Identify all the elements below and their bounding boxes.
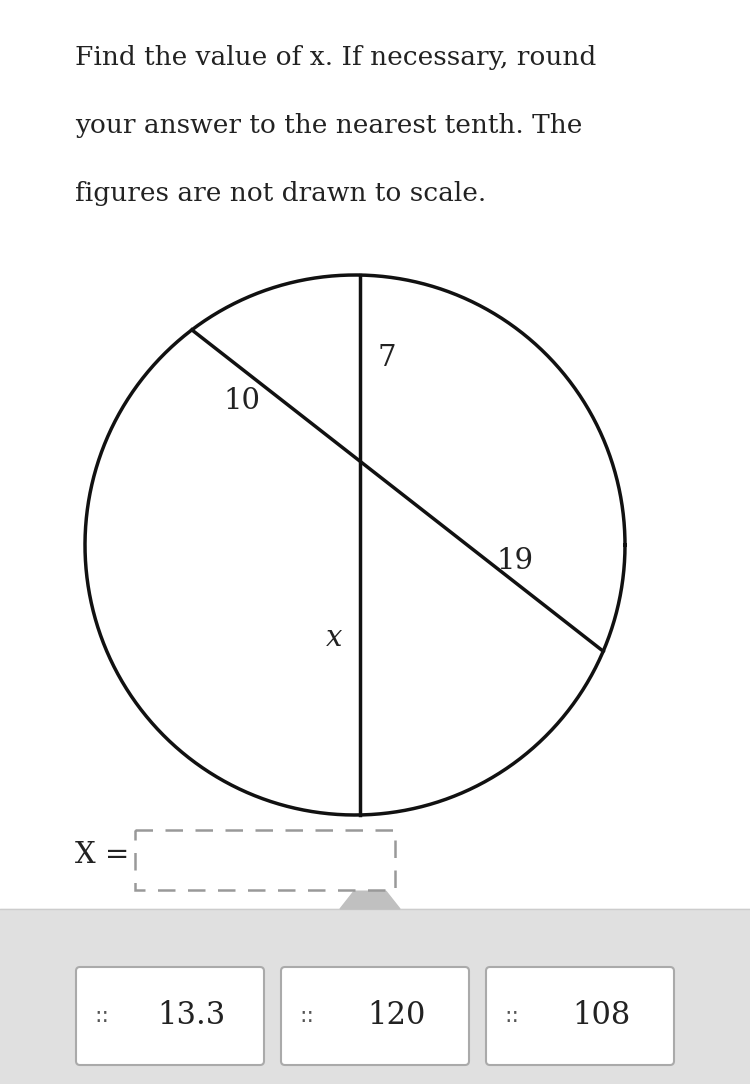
Bar: [0, 909, 750, 1084]
Text: Find the value of x. If necessary, round: Find the value of x. If necessary, round: [75, 46, 596, 70]
Polygon shape: [340, 872, 400, 909]
Text: 19: 19: [496, 547, 534, 576]
Text: ::: ::: [505, 1006, 520, 1025]
Text: ::: ::: [94, 1006, 110, 1025]
Text: figures are not drawn to scale.: figures are not drawn to scale.: [75, 181, 486, 206]
FancyBboxPatch shape: [486, 967, 674, 1064]
FancyBboxPatch shape: [135, 830, 395, 890]
Text: 13.3: 13.3: [158, 1001, 226, 1032]
Text: your answer to the nearest tenth. The: your answer to the nearest tenth. The: [75, 113, 582, 138]
Text: X =: X =: [75, 841, 129, 869]
Text: x: x: [326, 624, 342, 653]
Text: 10: 10: [224, 387, 261, 414]
FancyBboxPatch shape: [76, 967, 264, 1064]
Text: ::: ::: [299, 1006, 314, 1025]
Text: 108: 108: [572, 1001, 631, 1032]
Text: 7: 7: [378, 344, 397, 372]
FancyBboxPatch shape: [281, 967, 469, 1064]
Text: 120: 120: [368, 1001, 426, 1032]
